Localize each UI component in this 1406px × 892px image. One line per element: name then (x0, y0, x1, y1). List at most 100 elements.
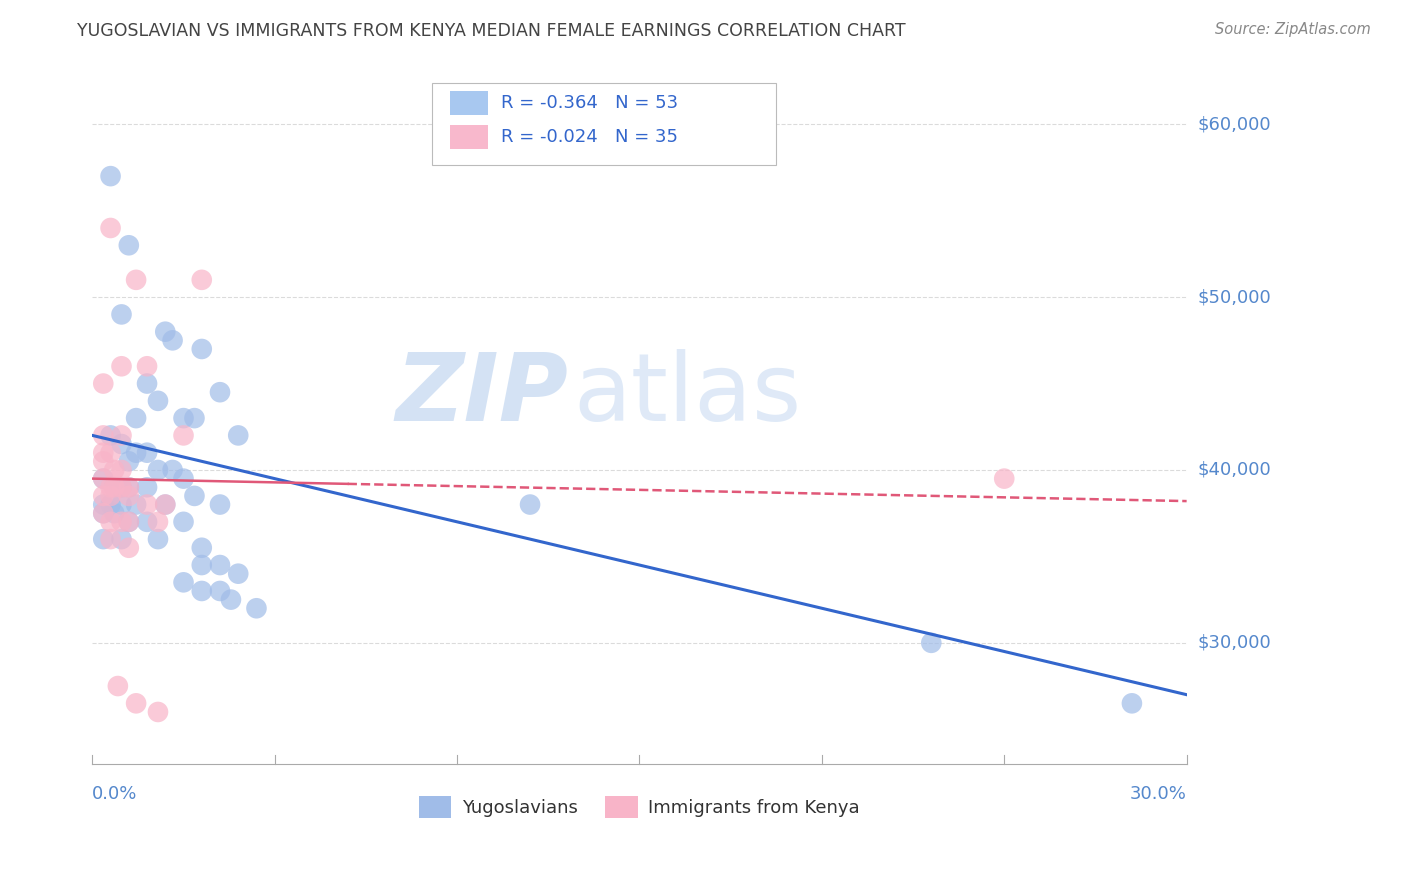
FancyBboxPatch shape (432, 84, 776, 165)
Point (173, 472, 195, 486)
Point (146, 393, 169, 408)
Text: 0.0%: 0.0% (93, 785, 138, 803)
Point (162, 334, 184, 348)
Point (110, 307, 132, 321)
Point (208, 385, 231, 400)
Point (103, 480, 125, 494)
Point (173, 575, 195, 590)
Point (136, 359, 159, 374)
Point (125, 273, 148, 287)
Point (100, 480, 122, 494)
Point (173, 515, 195, 529)
Point (208, 498, 231, 512)
Point (110, 515, 132, 529)
Point (190, 342, 212, 356)
Text: $50,000: $50,000 (1198, 288, 1271, 306)
FancyBboxPatch shape (450, 125, 488, 149)
Text: R = -0.364   N = 53: R = -0.364 N = 53 (501, 94, 678, 112)
Point (136, 480, 159, 494)
Point (155, 498, 177, 512)
Point (118, 489, 141, 503)
Point (91, 489, 114, 503)
Point (118, 238, 141, 252)
Point (162, 463, 184, 477)
Point (110, 480, 132, 494)
Point (155, 325, 177, 339)
Point (190, 584, 212, 599)
Legend: Yugoslavians, Immigrants from Kenya: Yugoslavians, Immigrants from Kenya (412, 789, 868, 826)
FancyBboxPatch shape (450, 91, 488, 115)
Point (110, 463, 132, 477)
Point (110, 532, 132, 546)
Point (107, 679, 129, 693)
Point (519, 498, 541, 512)
Point (100, 515, 122, 529)
Point (146, 463, 169, 477)
Point (226, 566, 249, 581)
Point (226, 428, 249, 442)
Point (103, 506, 125, 520)
Text: R = -0.024   N = 35: R = -0.024 N = 35 (501, 128, 678, 145)
Point (136, 515, 159, 529)
Text: 30.0%: 30.0% (1130, 785, 1187, 803)
Point (110, 359, 132, 374)
Text: $60,000: $60,000 (1198, 115, 1271, 133)
Point (91, 472, 114, 486)
Point (183, 489, 205, 503)
Point (190, 541, 212, 555)
Text: $30,000: $30,000 (1198, 634, 1271, 652)
Point (173, 428, 195, 442)
Point (91, 532, 114, 546)
Point (173, 411, 195, 425)
Point (245, 601, 267, 615)
Point (136, 498, 159, 512)
Point (125, 446, 148, 460)
Point (219, 592, 242, 607)
Point (100, 428, 122, 442)
Point (118, 480, 141, 494)
Point (103, 463, 125, 477)
Point (208, 584, 231, 599)
Point (125, 411, 148, 425)
Point (91, 506, 114, 520)
Point (146, 532, 169, 546)
Point (103, 480, 125, 494)
Point (110, 428, 132, 442)
Point (136, 446, 159, 460)
Point (146, 515, 169, 529)
Point (100, 498, 122, 512)
Point (183, 411, 205, 425)
Point (136, 376, 159, 391)
Text: $40,000: $40,000 (1198, 461, 1271, 479)
Point (920, 636, 942, 650)
Point (91, 376, 114, 391)
Point (91, 454, 114, 468)
Point (125, 498, 148, 512)
Point (110, 480, 132, 494)
Point (208, 558, 231, 572)
Point (118, 515, 141, 529)
Text: ZIP: ZIP (395, 350, 568, 442)
Point (100, 446, 122, 460)
Point (91, 472, 114, 486)
Point (146, 705, 169, 719)
Point (155, 498, 177, 512)
Point (993, 472, 1015, 486)
Point (91, 498, 114, 512)
Point (190, 558, 212, 572)
Point (118, 541, 141, 555)
Point (1121, 696, 1143, 710)
Point (91, 446, 114, 460)
Point (190, 273, 212, 287)
Point (100, 221, 122, 235)
Point (100, 489, 122, 503)
Point (110, 498, 132, 512)
Point (118, 480, 141, 494)
Point (110, 437, 132, 451)
Point (91, 506, 114, 520)
Point (118, 454, 141, 468)
Point (125, 696, 148, 710)
Text: atlas: atlas (574, 350, 801, 442)
Point (100, 169, 122, 183)
Text: YUGOSLAVIAN VS IMMIGRANTS FROM KENYA MEDIAN FEMALE EARNINGS CORRELATION CHART: YUGOSLAVIAN VS IMMIGRANTS FROM KENYA MED… (77, 22, 905, 40)
